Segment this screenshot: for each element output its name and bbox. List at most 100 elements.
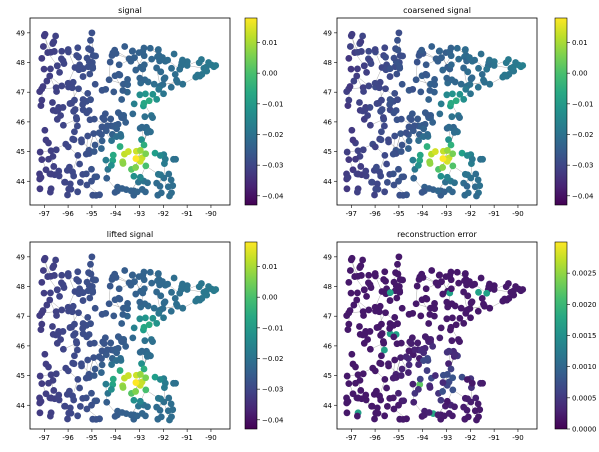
data-point: [102, 309, 110, 317]
data-point: [357, 38, 365, 46]
data-point: [47, 65, 54, 73]
data-point: [373, 404, 381, 412]
data-point: [475, 288, 482, 296]
y-tick-label: 49: [323, 253, 332, 261]
data-point: [394, 270, 402, 278]
data-point: [397, 354, 405, 362]
data-point: [399, 415, 407, 423]
data-point: [119, 87, 127, 94]
data-point: [149, 90, 157, 98]
data-point: [439, 379, 447, 386]
data-point: [353, 412, 361, 420]
data-point: [45, 379, 52, 387]
data-point: [64, 46, 72, 53]
data-point: [53, 62, 61, 70]
data-point: [365, 47, 373, 55]
data-point: [397, 148, 405, 155]
data-point: [405, 347, 413, 355]
data-point: [82, 394, 90, 402]
data-point: [354, 394, 362, 402]
data-point: [447, 323, 455, 331]
data-point: [144, 179, 151, 187]
data-point: [212, 286, 220, 293]
data-point: [37, 326, 45, 334]
data-point: [361, 330, 369, 337]
data-point: [467, 314, 474, 322]
data-point: [90, 130, 98, 138]
data-point: [377, 136, 385, 144]
data-point: [407, 116, 415, 123]
data-point: [371, 270, 379, 277]
data-point: [505, 56, 512, 63]
data-point: [416, 151, 424, 159]
data-point: [43, 301, 51, 309]
data-point: [364, 336, 372, 343]
data-point: [52, 370, 60, 378]
data-point: [393, 294, 401, 302]
data-point: [397, 372, 405, 379]
data-point: [132, 66, 140, 74]
data-point: [146, 44, 154, 52]
data-point: [431, 372, 439, 379]
data-point: [145, 97, 153, 105]
data-point: [105, 76, 113, 84]
colorbar-tick-label: −0.02: [262, 131, 283, 139]
colorbar: [555, 242, 567, 429]
data-point: [360, 62, 368, 70]
data-point: [366, 121, 374, 129]
data-point: [50, 387, 58, 394]
data-point: [64, 303, 72, 311]
data-point: [79, 96, 87, 103]
data-point: [349, 136, 357, 144]
colorbar-tick-label: −0.02: [572, 131, 593, 139]
y-tick-label: 46: [16, 118, 25, 126]
data-point: [366, 345, 374, 353]
x-tick-label: -96: [62, 434, 74, 442]
data-point: [47, 394, 55, 402]
data-point: [481, 302, 488, 310]
data-point: [161, 74, 169, 82]
data-point: [66, 387, 73, 395]
data-point: [456, 314, 464, 322]
data-point: [169, 182, 177, 190]
data-point: [88, 401, 95, 409]
data-point: [410, 398, 418, 406]
data-point: [443, 147, 451, 154]
x-tick-label: -91: [181, 210, 192, 218]
data-point: [117, 111, 125, 119]
data-point: [479, 155, 486, 163]
y-tick-label: 45: [323, 372, 332, 380]
data-point: [115, 285, 123, 293]
data-point: [451, 403, 458, 411]
data-point: [466, 54, 473, 61]
data-point: [47, 147, 55, 155]
data-point: [422, 61, 430, 69]
data-point: [394, 260, 401, 268]
data-point: [415, 361, 422, 368]
data-point: [373, 180, 381, 188]
data-point: [138, 123, 146, 131]
y-tick-label: 45: [16, 372, 25, 380]
data-point: [399, 276, 407, 284]
data-point: [138, 136, 145, 144]
x-tick-label: -92: [158, 434, 169, 442]
data-point: [79, 73, 87, 80]
data-point: [393, 340, 401, 348]
data-point: [71, 330, 79, 337]
data-point: [36, 148, 44, 156]
data-point: [86, 70, 94, 78]
y-tick-label: 44: [16, 402, 25, 410]
data-point: [140, 44, 148, 52]
data-point: [149, 114, 156, 122]
data-point: [74, 188, 82, 196]
data-point: [437, 172, 445, 180]
y-tick-label: 46: [323, 118, 332, 126]
data-point: [130, 172, 138, 180]
data-point: [443, 371, 451, 378]
colorbar-tick-label: 0.0020: [572, 301, 597, 309]
data-point: [461, 46, 469, 53]
data-point: [71, 352, 78, 360]
data-point: [437, 396, 445, 404]
data-point: [343, 409, 351, 417]
data-point: [431, 81, 439, 89]
